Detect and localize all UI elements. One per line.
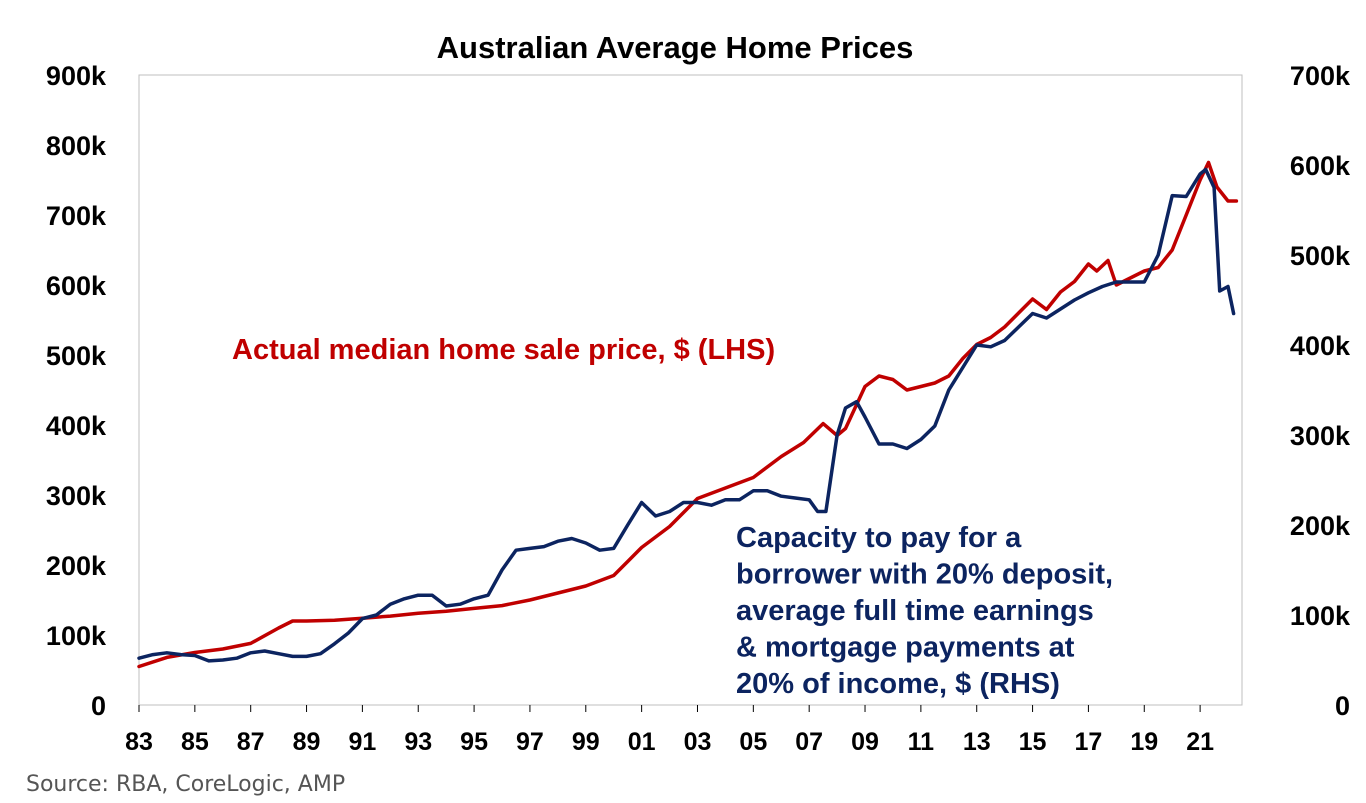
x-axis: 83 85 87 89 91 93 95 97 99 01 03 05 07 09 11 13 15 17 19 21 xyxy=(125,705,1214,756)
x-tick-label: 85 xyxy=(181,728,209,756)
x-tick-label: 05 xyxy=(739,728,767,756)
y-right-tick-label: 300k xyxy=(1290,421,1351,451)
y-left-tick-label: 300k xyxy=(46,481,107,511)
x-tick-label: 07 xyxy=(795,728,823,756)
x-tick-label: 01 xyxy=(628,728,656,756)
y-left-tick-label: 0 xyxy=(91,691,106,721)
y-left-tick-label: 400k xyxy=(46,411,107,441)
y-right-axis: 0 100k 200k 300k 400k 500k 600k 700k xyxy=(1290,61,1351,721)
rhs-annotation-line: 20% of income, $ (RHS) xyxy=(736,668,1060,700)
x-tick-label: 09 xyxy=(851,728,879,756)
x-tick-label: 99 xyxy=(572,728,600,756)
y-right-tick-label: 400k xyxy=(1290,331,1351,361)
rhs-annotation-line: average full time earnings xyxy=(736,595,1094,627)
rhs-annotation-line: Capacity to pay for a xyxy=(736,522,1022,554)
y-left-tick-label: 700k xyxy=(46,201,107,231)
x-tick-label: 97 xyxy=(516,728,544,756)
x-tick-label: 87 xyxy=(237,728,265,756)
x-tick-label: 93 xyxy=(404,728,432,756)
y-right-tick-label: 500k xyxy=(1290,241,1351,271)
x-tick-label: 91 xyxy=(348,728,376,756)
y-left-tick-label: 600k xyxy=(46,271,107,301)
y-right-tick-label: 600k xyxy=(1290,151,1351,181)
x-tick-label: 21 xyxy=(1186,728,1214,756)
x-tick-label: 89 xyxy=(293,728,321,756)
y-right-tick-label: 100k xyxy=(1290,601,1351,631)
x-tick-label: 83 xyxy=(125,728,153,756)
source-note: Source: RBA, CoreLogic, AMP xyxy=(26,772,346,797)
y-right-tick-label: 200k xyxy=(1290,511,1351,541)
x-tick-label: 11 xyxy=(908,728,935,756)
lhs-series-annotation: Actual median home sale price, $ (LHS) xyxy=(232,334,775,366)
y-left-tick-label: 100k xyxy=(46,621,107,651)
x-tick-label: 15 xyxy=(1019,728,1047,756)
y-left-axis: 0 100k 200k 300k 400k 500k 600k 700k 800k 900k xyxy=(46,61,107,721)
series-layer xyxy=(137,160,1239,669)
x-tick-label: 19 xyxy=(1130,728,1158,756)
x-tick-label: 17 xyxy=(1075,728,1103,756)
x-tick-label: 13 xyxy=(963,728,991,756)
y-right-tick-label: 700k xyxy=(1290,61,1351,91)
rhs-series-annotation: Capacity to pay for a borrower with 20% d… xyxy=(736,522,1113,700)
plot-frame xyxy=(138,74,1243,706)
chart-title: Australian Average Home Prices xyxy=(437,30,914,65)
median-price-line xyxy=(137,160,1239,669)
x-tick-label: 95 xyxy=(460,728,488,756)
x-tick-label: 03 xyxy=(684,728,712,756)
y-left-tick-label: 500k xyxy=(46,341,107,371)
y-left-tick-label: 800k xyxy=(46,131,107,161)
rhs-annotation-line: borrower with 20% deposit, xyxy=(736,559,1113,591)
capacity-to-pay-line xyxy=(137,167,1236,663)
rhs-annotation-line: & mortgage payments at xyxy=(736,632,1075,664)
y-right-tick-label: 0 xyxy=(1335,691,1350,721)
y-left-tick-label: 900k xyxy=(46,61,107,91)
y-left-tick-label: 200k xyxy=(46,551,107,581)
